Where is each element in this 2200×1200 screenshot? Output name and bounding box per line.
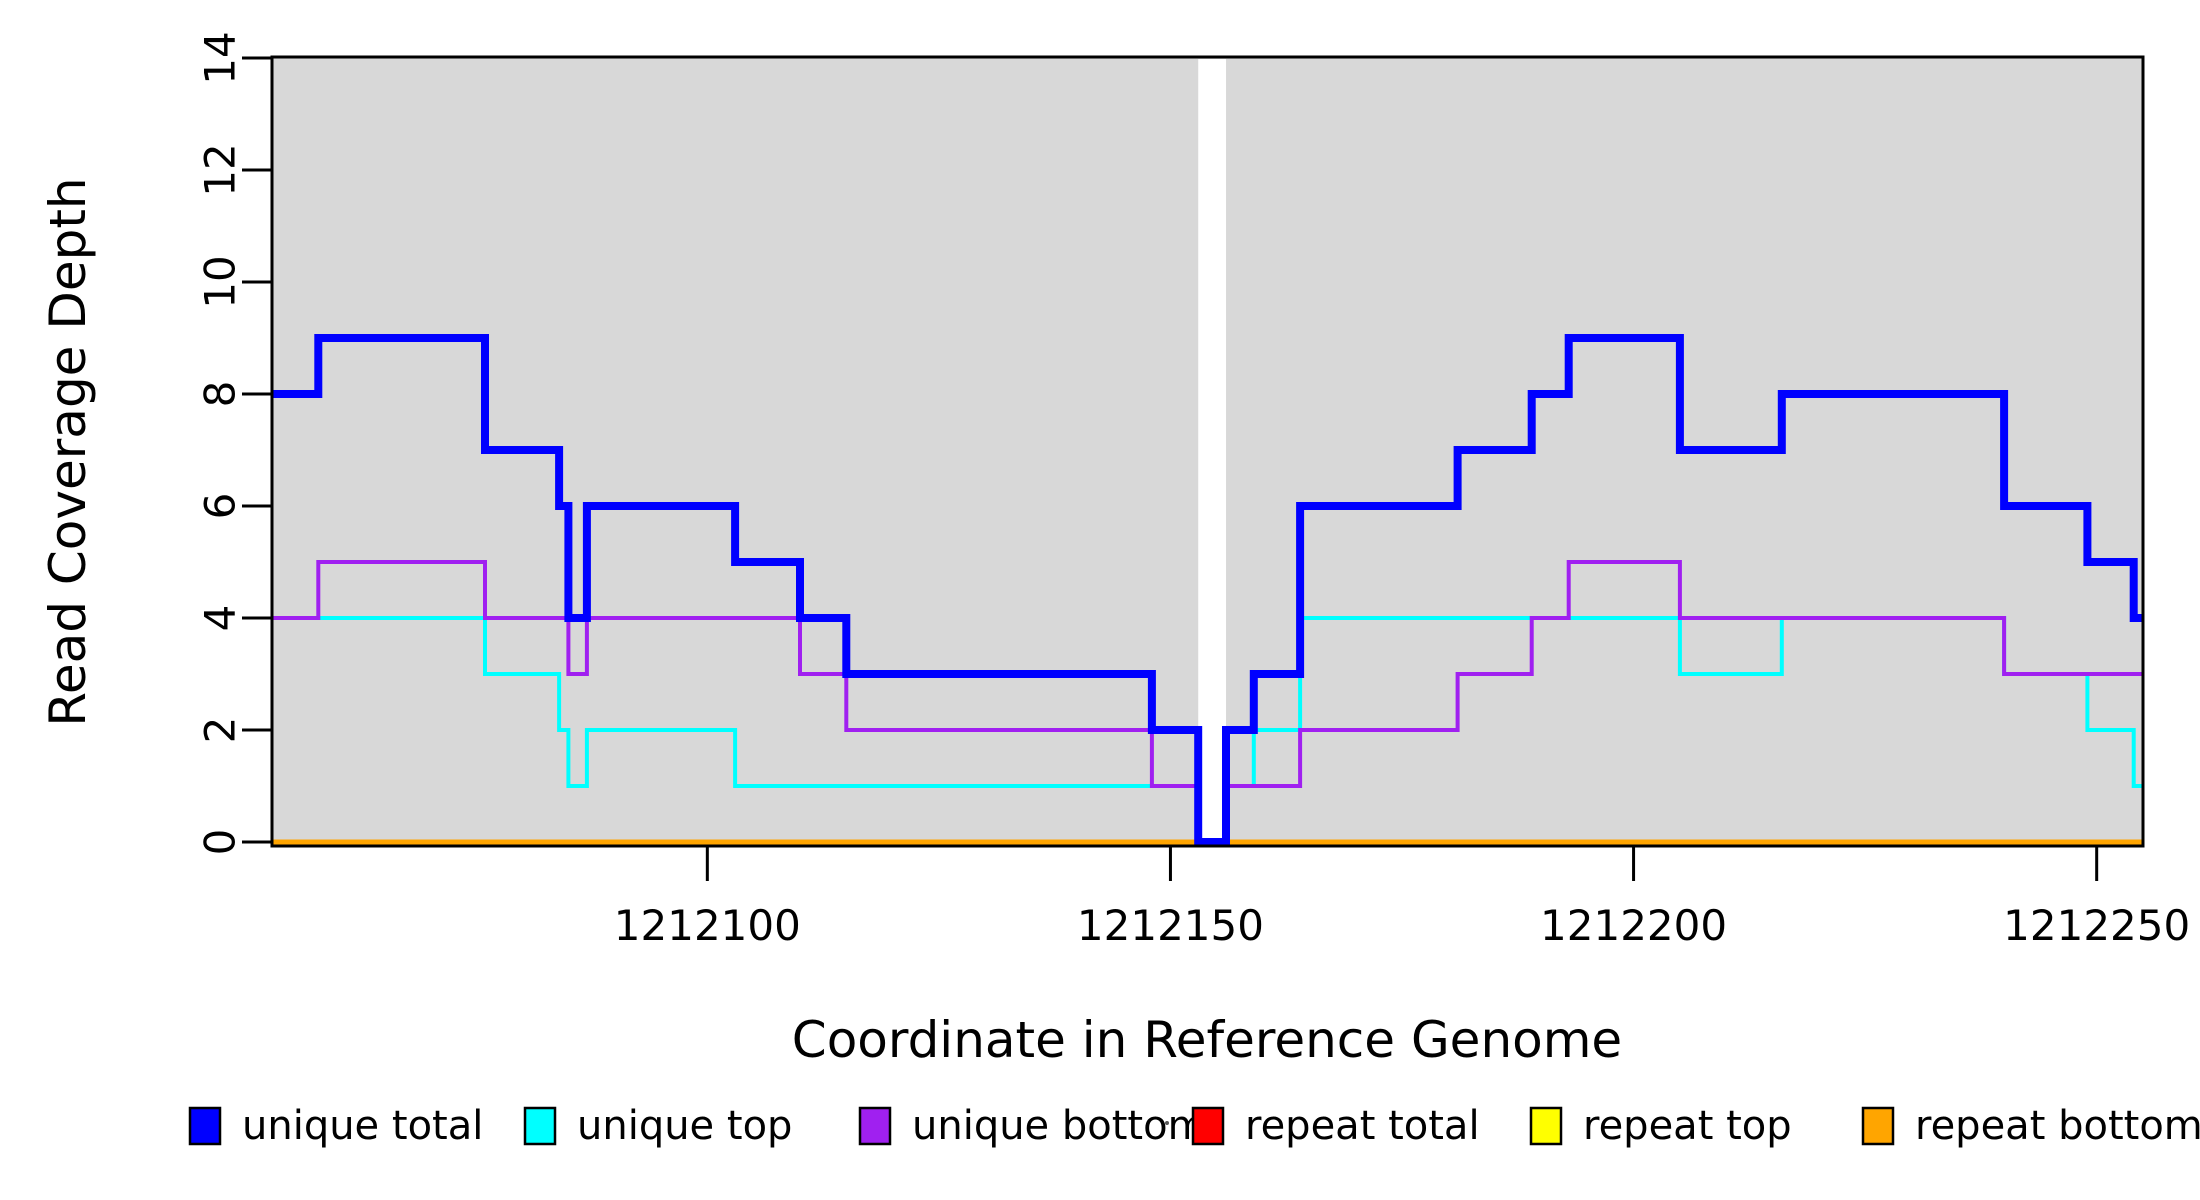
y-tick-label: 4 xyxy=(196,605,245,632)
x-tick-label: 1212100 xyxy=(614,901,801,950)
stray-mark xyxy=(1165,1121,1169,1125)
y-tick-label: 14 xyxy=(196,31,245,84)
x-tick-label: 1212200 xyxy=(1540,901,1727,950)
coverage-gap-band xyxy=(1198,59,1227,844)
y-tick-label: 0 xyxy=(196,829,245,856)
legend-label-repeat-total: repeat total xyxy=(1245,1103,1480,1149)
x-axis-title: Coordinate in Reference Genome xyxy=(792,1011,1622,1069)
legend-swatch-repeat-top xyxy=(1529,1106,1563,1146)
legend-swatch-repeat-total xyxy=(1191,1106,1225,1146)
y-axis-title: Read Coverage Depth xyxy=(39,177,97,726)
legend-swatch-unique-bottom xyxy=(858,1106,892,1146)
legend-label-unique-total: unique total xyxy=(242,1103,483,1149)
legend-label-repeat-bottom: repeat bottom xyxy=(1915,1103,2200,1149)
plot-area: 0 2 4 6 8 10 12 14 1212100 1212150 1212200 1212250 xyxy=(196,31,2191,950)
x-tick-label: 1212150 xyxy=(1077,901,1264,950)
y-tick-label: 2 xyxy=(196,717,245,744)
y-tick-label: 10 xyxy=(196,255,245,308)
y-tick-label: 6 xyxy=(196,493,245,520)
y-tick-label: 12 xyxy=(196,143,245,196)
series-line-unique-total xyxy=(272,334,2143,846)
legend: unique total unique top unique bottom repea… xyxy=(188,1103,2200,1149)
legend-swatch-repeat-bottom xyxy=(1861,1106,1895,1146)
legend-label-unique-top: unique top xyxy=(577,1103,792,1149)
legend-label-repeat-top: repeat top xyxy=(1583,1103,1792,1149)
plot-border xyxy=(270,55,2145,848)
x-tick-label: 1212250 xyxy=(2003,901,2190,950)
y-tick-label: 8 xyxy=(196,381,245,408)
legend-swatch-unique-top xyxy=(523,1106,557,1146)
legend-swatch-unique-total xyxy=(188,1106,222,1146)
legend-label-unique-bottom: unique bottom xyxy=(912,1103,1207,1149)
